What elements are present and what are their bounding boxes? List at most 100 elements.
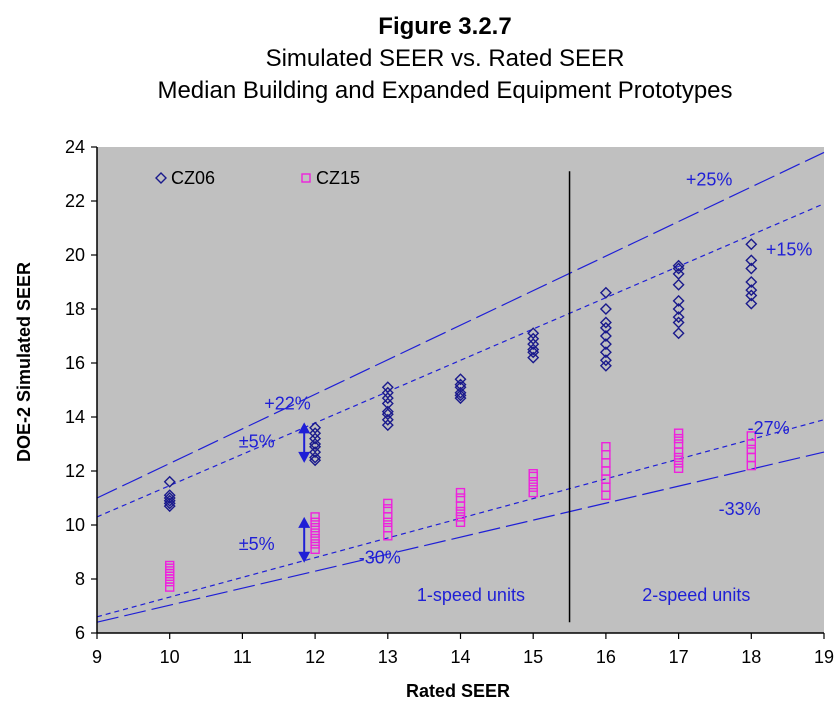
x-tick-label: 14 bbox=[450, 647, 470, 667]
point-cz15-13 bbox=[310, 517, 320, 527]
annotation-label: +15% bbox=[766, 240, 813, 260]
point-cz06-11 bbox=[309, 432, 322, 445]
point-cz15-25 bbox=[455, 493, 466, 503]
point-cz15-44 bbox=[673, 433, 684, 444]
point-cz15-16 bbox=[383, 523, 393, 533]
point-cz06-44 bbox=[672, 316, 685, 329]
x-tick-label: 13 bbox=[378, 647, 398, 667]
legend-label-cz06: CZ06 bbox=[171, 168, 215, 188]
point-cz06-28 bbox=[527, 351, 540, 364]
point-cz15-43 bbox=[673, 439, 684, 449]
x-tick-label: 11 bbox=[233, 647, 252, 667]
point-cz15-20 bbox=[383, 498, 393, 509]
point-cz15-21 bbox=[455, 517, 466, 527]
point-cz06-35 bbox=[599, 354, 612, 367]
point-cz15-8 bbox=[310, 544, 320, 554]
point-cz06-55 bbox=[745, 276, 758, 288]
legend: CZ06 CZ15 bbox=[155, 168, 360, 188]
point-cz06-33 bbox=[527, 327, 540, 340]
axes bbox=[91, 146, 825, 639]
annotation-label: -27% bbox=[748, 418, 790, 438]
annotation-label: ±5% bbox=[239, 431, 275, 451]
double-arrow-1 bbox=[298, 516, 311, 563]
point-cz15-23 bbox=[455, 506, 466, 517]
point-cz06-21 bbox=[381, 381, 394, 394]
point-cz06-27 bbox=[454, 373, 467, 386]
point-cz06-19 bbox=[381, 392, 394, 405]
point-cz06-40 bbox=[599, 316, 612, 329]
point-cz06-20 bbox=[381, 386, 394, 399]
y-tick-label: 22 bbox=[65, 191, 85, 211]
point-cz06-47 bbox=[672, 294, 685, 307]
point-cz06-48 bbox=[672, 278, 685, 291]
y-tick-label: 20 bbox=[65, 245, 85, 265]
point-cz06-37 bbox=[599, 338, 612, 351]
x-tick-label: 16 bbox=[596, 647, 616, 667]
legend-label-cz15: CZ15 bbox=[316, 168, 360, 188]
point-cz15-22 bbox=[455, 512, 466, 522]
point-cz15-19 bbox=[383, 504, 393, 514]
point-cz06-18 bbox=[381, 397, 394, 410]
point-cz06-41 bbox=[599, 303, 612, 315]
chart-subtitle-line-2: Median Building and Expanded Equipment P… bbox=[157, 77, 732, 104]
annotation-label: 1-speed units bbox=[417, 585, 525, 605]
point-cz06-43 bbox=[672, 327, 685, 340]
legend-marker-cz06 bbox=[155, 172, 167, 184]
annotation-label: +25% bbox=[686, 169, 733, 189]
point-cz06-42 bbox=[599, 286, 612, 299]
point-cz06-5 bbox=[163, 475, 176, 488]
point-cz15-9 bbox=[310, 539, 320, 549]
point-cz06-8 bbox=[309, 446, 322, 459]
point-cz06-52 bbox=[745, 297, 758, 310]
point-cz15-27 bbox=[528, 487, 538, 498]
point-cz15-31 bbox=[528, 469, 538, 479]
point-cz06-38 bbox=[599, 330, 612, 342]
point-cz15-50 bbox=[746, 431, 756, 441]
annotation-label: ±5% bbox=[239, 534, 275, 554]
reference-line-1 bbox=[96, 203, 825, 518]
point-cz06-13 bbox=[309, 421, 322, 434]
x-axis-label: Rated SEER bbox=[406, 681, 510, 701]
annotations: +25% +15% +22% ±5% ±5% -30% -27% -33% 1-speed un… bbox=[239, 169, 813, 605]
point-cz15-41 bbox=[673, 452, 684, 463]
point-cz06-54 bbox=[745, 284, 758, 297]
y-tick-label: 14 bbox=[65, 407, 85, 427]
reference-line-0 bbox=[96, 151, 825, 499]
y-tick-label: 24 bbox=[65, 137, 85, 157]
point-cz06-14 bbox=[381, 419, 394, 432]
tick-labels: 9 10 11 12 13 14 15 16 17 18 19 6 8 10 12 14 16 18 20 22 24 bbox=[65, 137, 834, 667]
x-tick-label: 12 bbox=[305, 647, 325, 667]
point-cz15-12 bbox=[310, 523, 320, 533]
point-cz06-58 bbox=[745, 238, 758, 251]
y-tick-label: 8 bbox=[75, 569, 85, 589]
point-cz06-4 bbox=[163, 489, 176, 502]
point-cz06-24 bbox=[454, 386, 467, 399]
point-cz06-15 bbox=[381, 413, 394, 426]
point-cz15-40 bbox=[673, 458, 684, 468]
point-cz15-10 bbox=[310, 533, 320, 544]
data-points bbox=[163, 238, 758, 592]
point-cz06-45 bbox=[672, 311, 685, 324]
chart-subtitle-line-1: Simulated SEER vs. Rated SEER bbox=[266, 45, 625, 72]
point-cz15-28 bbox=[528, 482, 538, 492]
point-cz06-30 bbox=[527, 343, 540, 356]
point-cz15-45 bbox=[673, 428, 684, 438]
x-tick-label: 17 bbox=[669, 647, 689, 667]
point-cz06-32 bbox=[527, 332, 540, 345]
x-tick-label: 10 bbox=[160, 647, 180, 667]
point-cz06-7 bbox=[309, 451, 322, 464]
point-cz06-36 bbox=[599, 346, 612, 359]
x-tick-label: 18 bbox=[741, 647, 761, 667]
x-tick-label: 19 bbox=[814, 647, 834, 667]
point-cz15-26 bbox=[455, 487, 466, 498]
annotation-label: 2-speed units bbox=[642, 585, 750, 605]
point-cz15-14 bbox=[310, 512, 320, 522]
reference-line-3 bbox=[96, 451, 825, 623]
tolerance-arrows bbox=[298, 422, 311, 563]
reference-lines bbox=[96, 151, 825, 623]
point-cz06-39 bbox=[599, 321, 612, 334]
annotation-label: -33% bbox=[719, 499, 761, 519]
point-cz15-17 bbox=[383, 517, 393, 527]
point-cz15-11 bbox=[310, 528, 320, 538]
